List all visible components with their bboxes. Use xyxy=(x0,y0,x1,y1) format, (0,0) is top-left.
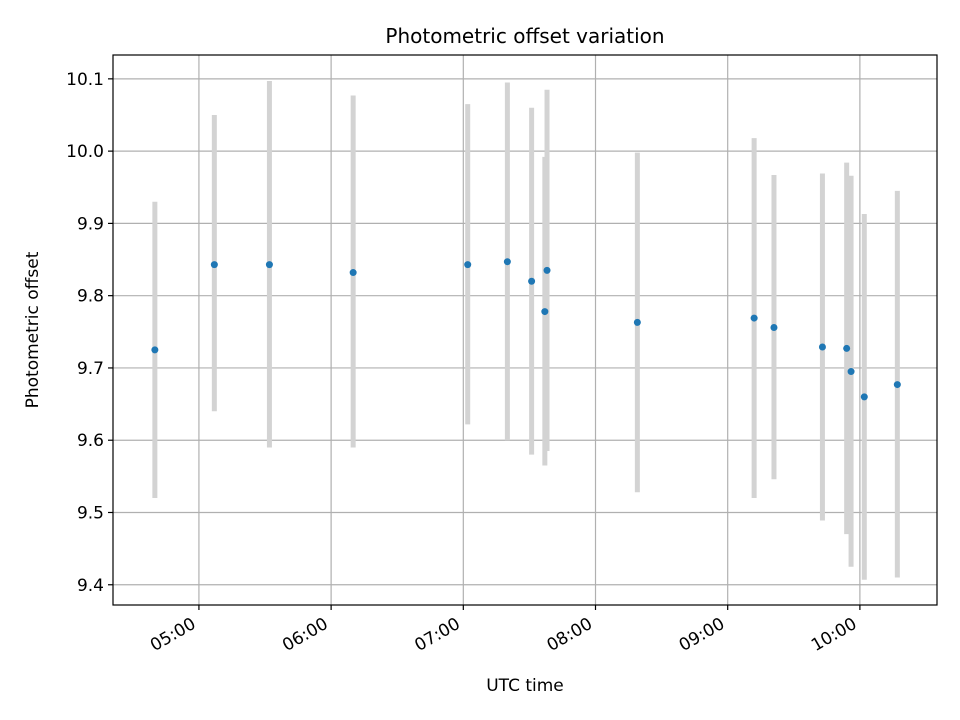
grid-lines xyxy=(113,55,937,605)
data-point xyxy=(818,343,826,351)
y-tick-label: 10.0 xyxy=(66,142,104,162)
y-tick-label: 9.4 xyxy=(77,576,104,596)
data-point xyxy=(847,368,855,376)
data-point xyxy=(893,381,901,389)
data-point xyxy=(464,261,472,269)
chart-title: Photometric offset variation xyxy=(385,24,664,48)
plot-area-frame xyxy=(112,54,938,606)
data-point xyxy=(543,266,551,274)
y-tick-label: 9.5 xyxy=(77,503,104,523)
data-point xyxy=(503,258,511,266)
data-point xyxy=(770,323,778,331)
y-tick-label: 10.1 xyxy=(66,70,104,90)
y-tick-label: 9.6 xyxy=(77,431,104,451)
y-tick-label: 9.7 xyxy=(77,359,104,379)
data-points xyxy=(151,258,901,401)
data-point xyxy=(633,318,641,326)
data-point xyxy=(151,346,159,354)
data-point xyxy=(210,261,218,269)
data-point xyxy=(349,269,357,277)
data-point xyxy=(860,393,868,401)
data-point xyxy=(750,314,758,322)
data-point xyxy=(528,277,536,285)
data-point xyxy=(541,308,549,316)
y-tick-label: 9.9 xyxy=(77,214,104,234)
y-axis-ticks: 9.4 9.5 9.6 9.7 9.8 9.9 10.0 10.1 xyxy=(66,70,113,596)
data-point xyxy=(843,344,851,352)
y-tick-label: 9.8 xyxy=(77,287,104,307)
x-axis-title: UTC time xyxy=(486,676,564,696)
y-axis-title: Photometric offset xyxy=(23,251,43,408)
data-point xyxy=(265,261,273,269)
